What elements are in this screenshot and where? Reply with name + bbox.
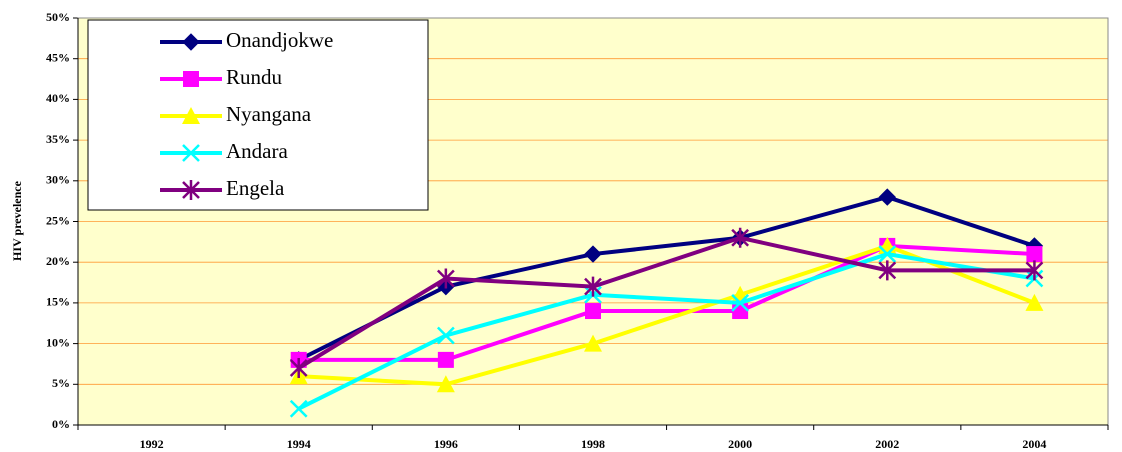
- y-tick-label: 15%: [46, 295, 70, 309]
- point: [731, 227, 750, 248]
- y-tick-label: 40%: [46, 91, 70, 105]
- legend-marker: [182, 33, 200, 51]
- y-tick-label: 10%: [46, 335, 70, 349]
- series-line: [297, 252, 1035, 411]
- point: [878, 188, 896, 206]
- x-tick-label: 1996: [434, 437, 458, 451]
- y-tick-label: 0%: [52, 417, 70, 431]
- point: [1026, 246, 1043, 263]
- y-tick-label: 20%: [46, 254, 70, 268]
- point: [436, 326, 455, 345]
- y-tick-label: 5%: [52, 376, 70, 390]
- legend-marker: [183, 71, 199, 87]
- point: [436, 268, 455, 289]
- series-line: [298, 243, 1035, 362]
- point: [878, 245, 897, 263]
- series-line: [298, 243, 1036, 387]
- y-tick-label: 25%: [46, 213, 70, 227]
- x-tick-label: 2002: [875, 437, 899, 451]
- point: [289, 358, 308, 379]
- legend-label: Onandjokwe: [226, 28, 333, 52]
- y-tick-label: 45%: [46, 50, 70, 64]
- point: [731, 294, 750, 312]
- x-tick-label: 2004: [1022, 437, 1046, 451]
- point: [878, 260, 897, 281]
- legend-label: Rundu: [226, 65, 283, 89]
- legend-marker: [182, 107, 200, 124]
- point: [585, 303, 601, 320]
- series-line: [297, 235, 1035, 370]
- point: [732, 303, 749, 320]
- legend-label: Andara: [226, 139, 288, 163]
- y-axis-label: HIV prevelence: [10, 180, 24, 261]
- point: [1025, 293, 1044, 311]
- legend-label: Engela: [226, 176, 285, 200]
- legend-marker: [182, 180, 200, 200]
- x-tick-label: 2000: [728, 437, 752, 451]
- point: [436, 375, 455, 393]
- point: [584, 245, 602, 263]
- point: [437, 351, 454, 368]
- x-tick-label: 1992: [140, 437, 164, 451]
- x-tick-label: 1998: [581, 437, 605, 451]
- y-tick-label: 30%: [46, 173, 70, 187]
- y-tick-label: 50%: [46, 10, 70, 24]
- point: [289, 399, 308, 418]
- series-line: [297, 194, 1036, 362]
- point: [584, 334, 602, 352]
- point: [584, 276, 602, 297]
- y-tick-label: 35%: [46, 132, 70, 146]
- legend-box: [87, 19, 429, 211]
- legend: Onandjokwe Rundu Nyangana Andara Engela: [87, 19, 429, 211]
- x-tick-label: 1994: [287, 437, 311, 451]
- legend-label: Nyangana: [226, 102, 312, 126]
- point: [1025, 260, 1044, 281]
- legend-marker: [182, 144, 200, 162]
